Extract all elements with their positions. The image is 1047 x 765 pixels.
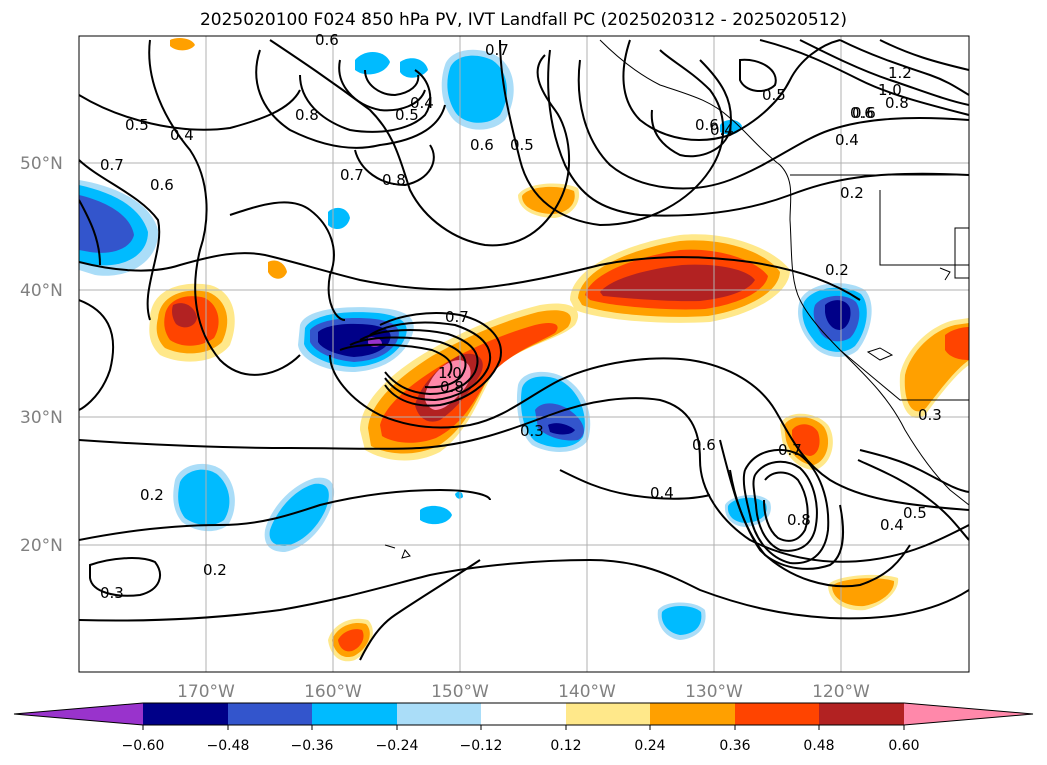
colorbar-segment xyxy=(228,703,312,725)
contour-label: 0.6 xyxy=(850,104,874,122)
graticule xyxy=(79,36,969,672)
pv-contours xyxy=(79,39,969,661)
colorbar-segment xyxy=(312,703,397,725)
contour-label: 0.5 xyxy=(762,86,786,104)
map-title: 2025020100 F024 850 hPa PV, IVT Landfall… xyxy=(199,10,847,30)
colorbar-tick-label: −0.48 xyxy=(207,738,250,754)
contour-label: 1.2 xyxy=(888,64,912,82)
contour-label: 0.5 xyxy=(903,504,927,522)
contour-label: 0.8 xyxy=(440,378,464,396)
contour-label: 0.2 xyxy=(140,486,164,504)
contour-label: 0.2 xyxy=(840,184,864,202)
lon-label: 170°W xyxy=(177,682,235,702)
contour-label: 1.0 xyxy=(438,364,462,382)
colorbar-tick-label: −0.60 xyxy=(122,738,165,754)
contour-label: 0.5 xyxy=(510,136,534,154)
contour-label: 0.5 xyxy=(395,106,419,124)
colorbar-segment xyxy=(650,703,735,725)
contour-label: 0.3 xyxy=(100,584,124,602)
colorbar-tick-label: 0.36 xyxy=(719,738,750,754)
contour-label: 0.7 xyxy=(778,441,802,459)
contour-label: 0.6 xyxy=(470,136,494,154)
contour-label: 0.8 xyxy=(382,171,406,189)
lat-label: 50°N xyxy=(20,154,63,174)
colorbar-tick-label: −0.24 xyxy=(376,738,419,754)
contour-label: 0.5 xyxy=(125,116,149,134)
contour-label: 0.4 xyxy=(650,484,674,502)
lon-label: 160°W xyxy=(304,682,362,702)
colorbar-tick-label: −0.12 xyxy=(460,738,503,754)
lon-label: 120°W xyxy=(812,682,870,702)
colorbar-segment xyxy=(143,703,228,725)
contour-label: 0.6 xyxy=(852,104,876,122)
colorbar-tick-label: 0.48 xyxy=(803,738,834,754)
colorbar-segment xyxy=(735,703,819,725)
contour-label-group: 0.6 0.7 0.4 0.5 0.8 0.5 0.4 0.7 0.6 0.8 … xyxy=(100,31,942,602)
colorbar-over-arrow xyxy=(904,703,1033,725)
lat-label: 20°N xyxy=(20,536,63,556)
contour-label: 0.8 xyxy=(787,511,811,529)
contour-label: 0.8 xyxy=(885,94,909,112)
contour-label: 1.0 xyxy=(878,81,902,99)
contour-label: 0.4 xyxy=(710,121,734,139)
lon-label: 140°W xyxy=(558,682,616,702)
contour-label: 0.4 xyxy=(880,516,904,534)
map-background xyxy=(79,36,969,672)
contour-label: 0.7 xyxy=(445,308,469,326)
colorbar-segment xyxy=(481,703,566,725)
colorbar-tick-label: 0.60 xyxy=(888,738,919,754)
contour-label: 0.3 xyxy=(520,422,544,440)
contour-label: 0.8 xyxy=(295,106,319,124)
colorbar-segment xyxy=(397,703,481,725)
lon-labels: 170°W 160°W 150°W 140°W 130°W 120°W xyxy=(177,682,870,702)
contour-label: 0.4 xyxy=(170,126,194,144)
contour-label: 0.6 xyxy=(315,31,339,49)
lat-label: 40°N xyxy=(20,281,63,301)
colorbar-tick-label: −0.36 xyxy=(291,738,334,754)
contour-label: 0.7 xyxy=(340,166,364,184)
contour-label: 0.6 xyxy=(150,176,174,194)
colorbar-under-arrow xyxy=(14,703,143,725)
contour-label: 0.7 xyxy=(485,41,509,59)
lat-labels: 50°N 40°N 30°N 20°N xyxy=(20,154,63,556)
colorbar-tick-label: 0.24 xyxy=(634,738,665,754)
contour-label: 0.3 xyxy=(918,406,942,424)
colorbar-segment xyxy=(566,703,650,725)
contour-label: 0.2 xyxy=(825,261,849,279)
contour-label: 0.2 xyxy=(203,561,227,579)
map-frame xyxy=(78,35,970,673)
colorbar-tick-label: 0.12 xyxy=(550,738,581,754)
colorbar: −0.60 −0.48 −0.36 −0.24 −0.12 0.12 0.24 … xyxy=(13,702,1034,754)
lon-label: 150°W xyxy=(431,682,489,702)
contour-label: 0.4 xyxy=(410,94,434,112)
colorbar-segment xyxy=(819,703,904,725)
lat-label: 30°N xyxy=(20,408,63,428)
contour-label: 0.6 xyxy=(692,436,716,454)
lon-label: 130°W xyxy=(685,682,743,702)
contour-label: 0.6 xyxy=(695,116,719,134)
contour-label: 0.7 xyxy=(100,156,124,174)
contour-label: 0.4 xyxy=(835,131,859,149)
